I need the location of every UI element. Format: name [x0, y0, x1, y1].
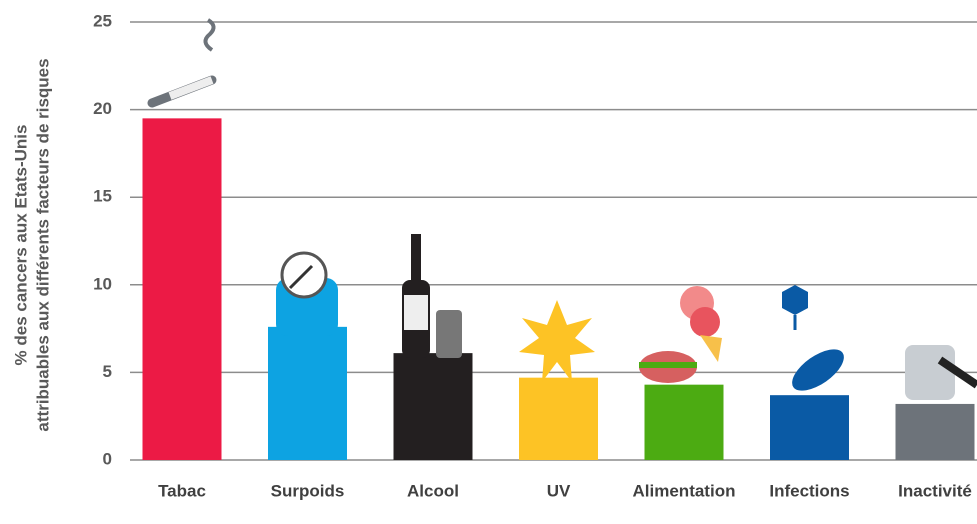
x-tick-label: Surpoids: [271, 481, 345, 500]
y-tick-label: 15: [93, 187, 112, 206]
y-axis-title: % des cancers aux Etats-Unis attribuable…: [11, 58, 52, 431]
y-axis-title-line: % des cancers aux Etats-Unis: [11, 125, 30, 366]
bottle-icon: [402, 234, 462, 358]
bar: [770, 395, 849, 460]
x-tick-label: UV: [547, 481, 571, 500]
y-tick-label: 25: [93, 11, 112, 30]
y-tick-label: 0: [103, 449, 112, 468]
food-icon: [639, 286, 722, 383]
y-tick-label: 10: [93, 274, 112, 293]
bar: [268, 326, 347, 460]
bar: [644, 384, 724, 460]
bar: [142, 118, 222, 461]
scale-icon: [276, 251, 338, 336]
germ-icon: [782, 285, 844, 391]
x-tick-label: Alimentation: [633, 481, 736, 500]
cigarette-icon: [147, 18, 217, 108]
bar: [895, 403, 975, 460]
x-tick-label: Alcool: [407, 481, 459, 500]
bar: [393, 353, 473, 460]
x-tick-label: Tabac: [158, 481, 206, 500]
x-tick-label: Inactivité: [898, 481, 972, 500]
y-tick-label: 20: [93, 99, 112, 118]
bar: [519, 377, 598, 460]
y-tick-label: 5: [103, 362, 112, 381]
y-axis-title-line: attribuables aux différents facteurs de …: [33, 58, 52, 431]
sun-icon: [519, 300, 595, 382]
sofa-icon: [905, 345, 977, 400]
x-tick-label: Infections: [769, 481, 849, 500]
